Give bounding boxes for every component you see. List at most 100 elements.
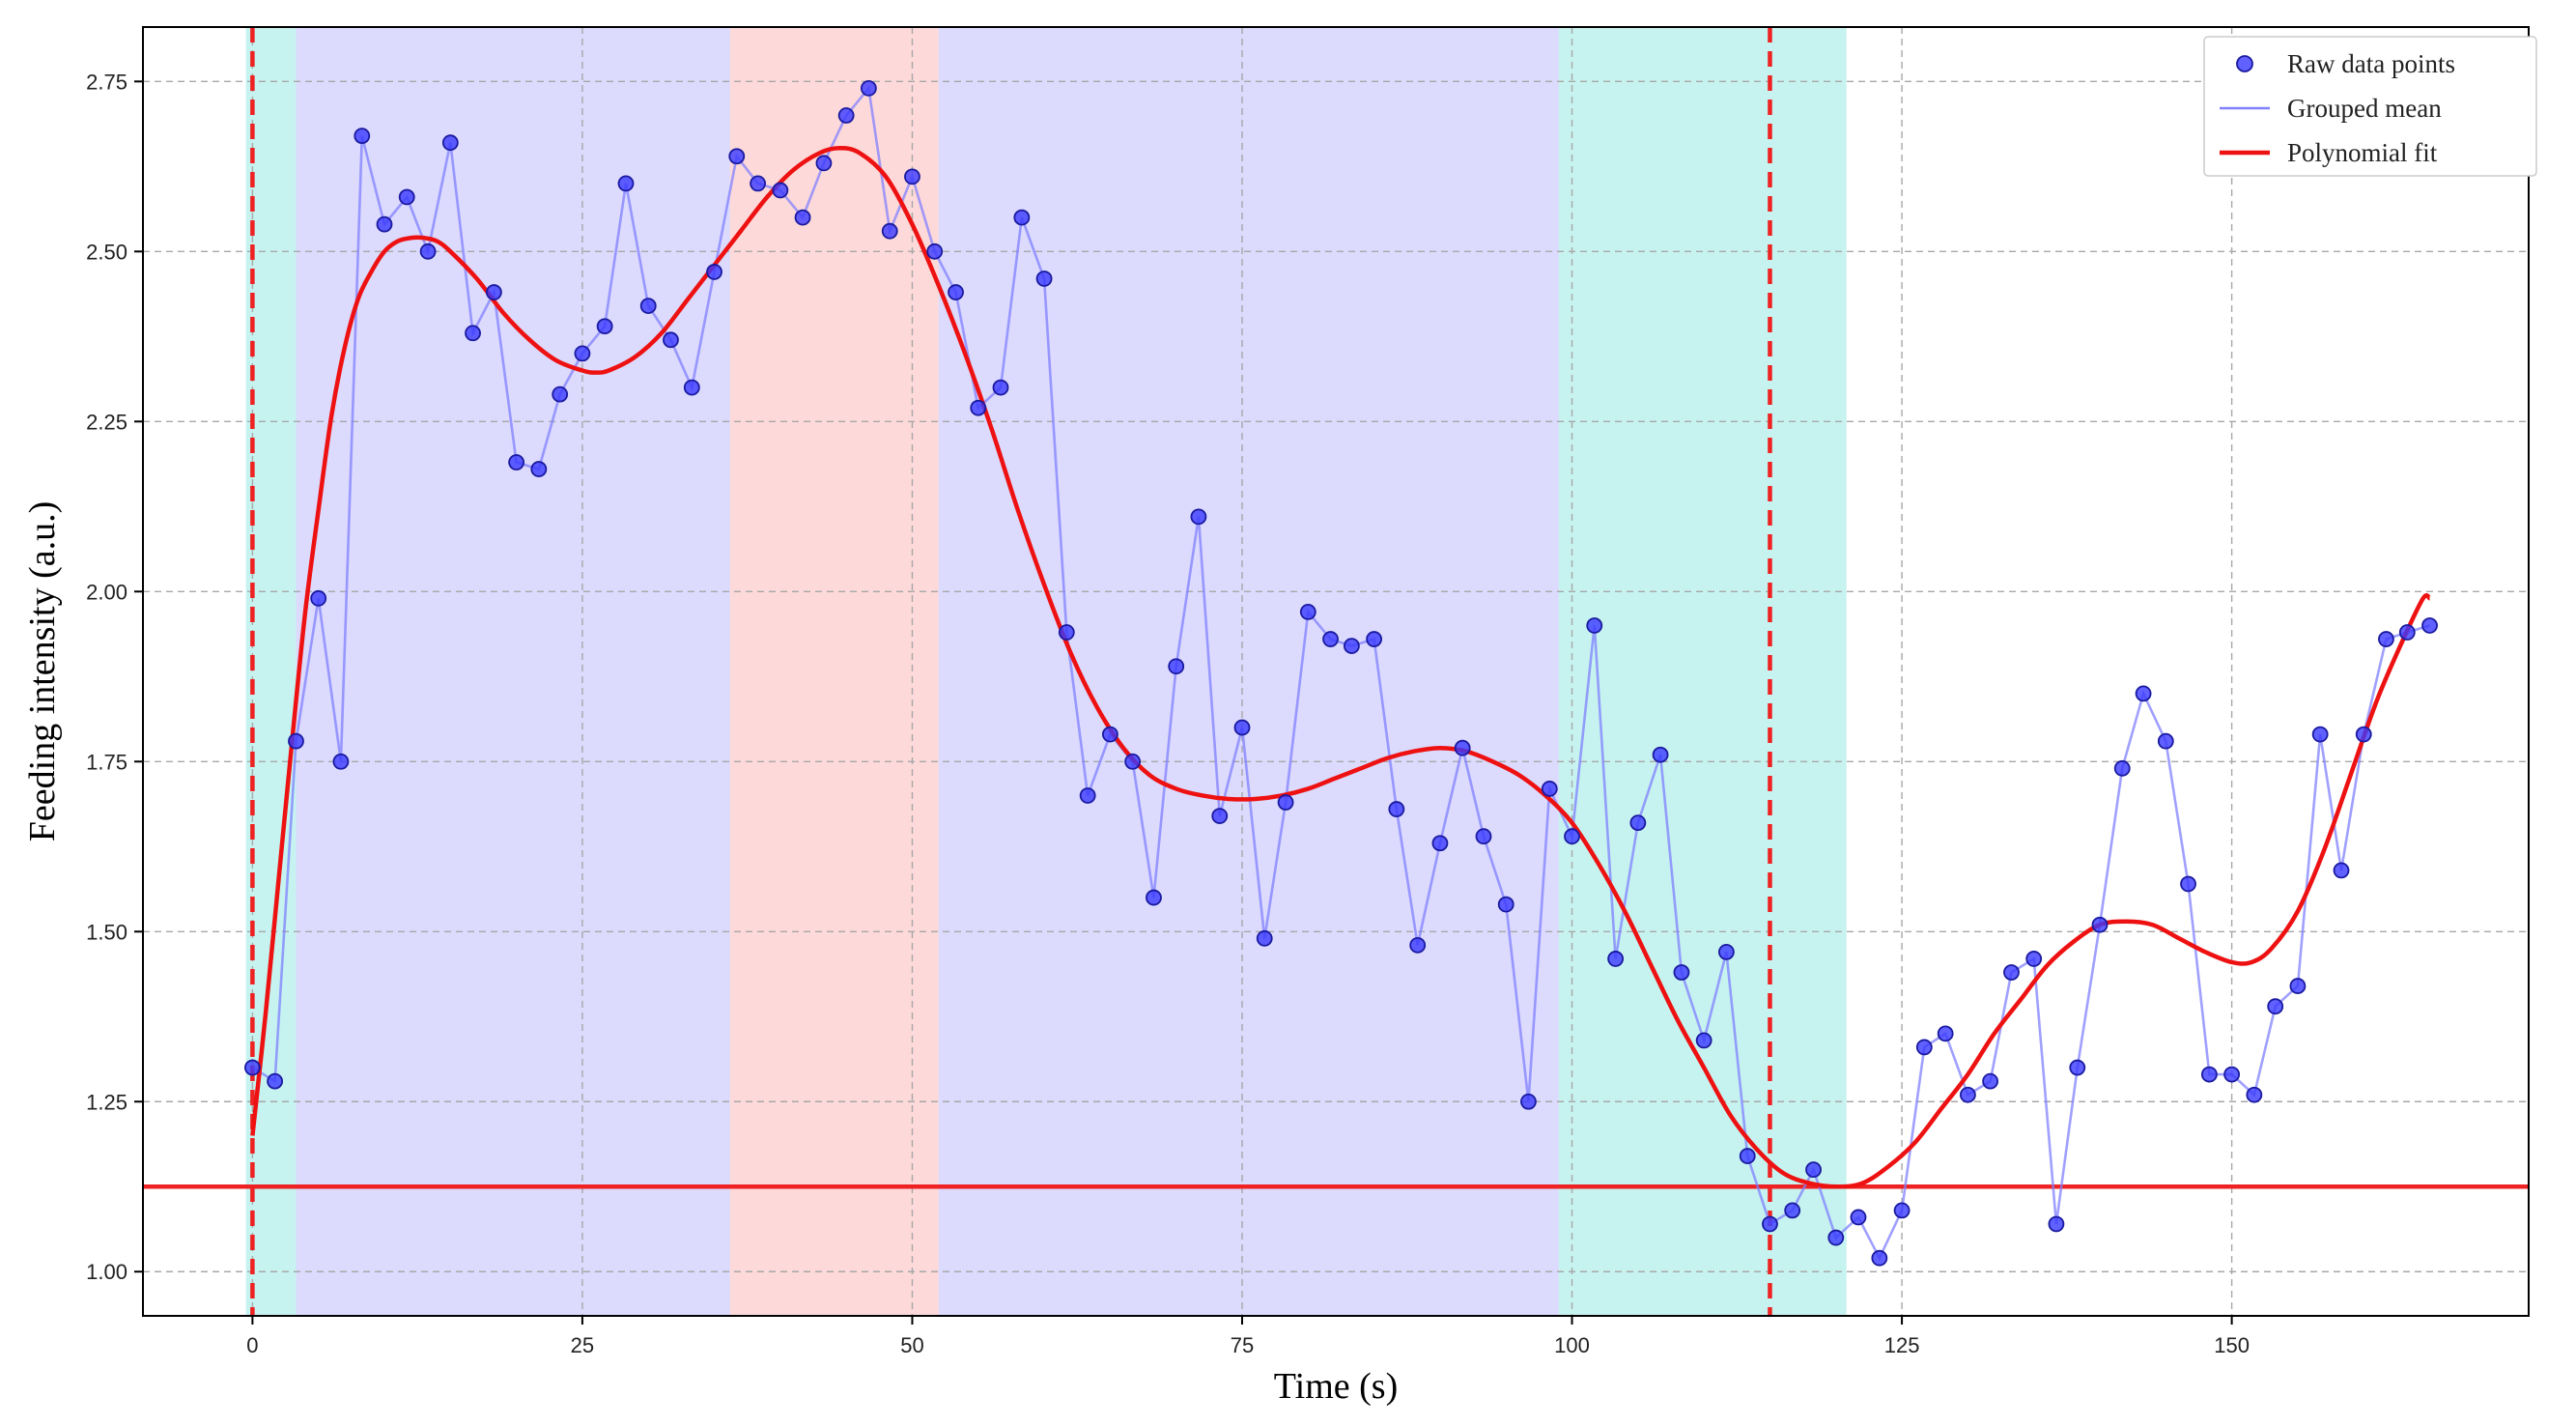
data-point xyxy=(663,331,679,349)
data-point xyxy=(728,148,746,165)
data-point xyxy=(1409,936,1427,954)
data-point xyxy=(2289,978,2307,994)
grouped-mean-line xyxy=(251,85,2430,1262)
data-point xyxy=(376,215,393,233)
data-point xyxy=(970,399,987,416)
data-point xyxy=(1497,896,1514,913)
data-point xyxy=(1013,209,1031,226)
data-point xyxy=(1827,1229,1845,1246)
data-point xyxy=(1124,753,1142,770)
x-tick-label: 50 xyxy=(900,1333,923,1357)
data-point xyxy=(596,318,613,335)
data-point xyxy=(815,155,833,172)
x-tick-label: 25 xyxy=(571,1333,594,1357)
data-point xyxy=(2378,631,2394,647)
data-point xyxy=(837,107,855,124)
data-point xyxy=(1079,787,1096,804)
data-point xyxy=(1541,781,1558,797)
data-point xyxy=(465,325,481,342)
y-tick-label: 1.00 xyxy=(86,1260,127,1284)
polynomial-fit-series xyxy=(250,146,2431,1189)
data-point xyxy=(2025,951,2043,967)
data-point xyxy=(2246,1086,2263,1103)
axes xyxy=(142,26,2530,1317)
data-point xyxy=(2200,1066,2218,1083)
data-point xyxy=(2333,862,2350,879)
data-point xyxy=(1805,1161,1822,1179)
data-point xyxy=(354,128,371,145)
plot-frame xyxy=(142,26,2530,1317)
y-axis-label: Feeding intensity (a.u.) xyxy=(22,501,63,841)
data-point xyxy=(1322,631,1339,647)
data-point xyxy=(1520,1093,1537,1110)
data-point xyxy=(2048,1215,2065,1233)
y-tick-label: 1.50 xyxy=(86,920,127,944)
data-point xyxy=(992,379,1009,396)
data-point xyxy=(1388,801,1405,817)
data-point xyxy=(1233,719,1251,736)
data-point xyxy=(1673,964,1690,981)
data-point xyxy=(1475,828,1492,845)
x-tick-label: 125 xyxy=(1884,1333,1920,1357)
data-point xyxy=(243,1059,261,1076)
data-point xyxy=(860,79,877,97)
data-point xyxy=(2135,685,2152,702)
x-axis-label: Time (s) xyxy=(1274,1366,1398,1407)
reference-lines xyxy=(143,27,2529,1316)
legend-label-raw: Raw data points xyxy=(2287,49,2455,78)
y-tick-label: 1.75 xyxy=(86,750,127,774)
y-tick-label: 2.00 xyxy=(86,580,127,604)
shaded-region-2 xyxy=(729,27,939,1316)
legend-marker-raw xyxy=(2236,55,2253,72)
data-point xyxy=(1168,658,1185,675)
data-point xyxy=(1058,624,1075,641)
data-point xyxy=(2003,964,2020,981)
data-point xyxy=(2113,759,2131,777)
legend-label-fit: Polynomial fit xyxy=(2287,138,2438,167)
data-point xyxy=(332,753,350,770)
legend-label-mean: Grouped mean xyxy=(2287,94,2442,123)
data-point xyxy=(1695,1032,1713,1049)
data-point xyxy=(508,454,525,471)
data-point xyxy=(1982,1072,1999,1090)
data-point xyxy=(574,345,591,362)
data-point xyxy=(1299,604,1316,620)
data-point xyxy=(2223,1066,2241,1083)
x-tick-label: 0 xyxy=(246,1333,258,1357)
y-tick-label: 2.75 xyxy=(86,70,127,94)
x-tick-label: 75 xyxy=(1231,1333,1254,1357)
data-point xyxy=(2180,875,2196,893)
data-point xyxy=(288,732,304,750)
polynomial-fit-line xyxy=(250,146,2431,1189)
data-point xyxy=(1586,617,1603,634)
data-point xyxy=(2421,617,2438,634)
data-point xyxy=(1652,746,1669,763)
data-point xyxy=(772,182,789,199)
y-tick-label: 2.50 xyxy=(86,240,127,264)
grouped-mean-series xyxy=(251,85,2430,1262)
data-point xyxy=(1256,929,1273,947)
data-point xyxy=(267,1072,284,1090)
data-point xyxy=(1629,814,1647,832)
y-tick-label: 1.25 xyxy=(86,1090,127,1114)
data-point xyxy=(2091,916,2109,933)
data-point xyxy=(1366,631,1383,647)
data-point xyxy=(1784,1202,1801,1219)
y-ticks: 1.00 1.25 1.50 1.75 2.00 2.25 2.50 2.75 xyxy=(86,70,143,1284)
data-point xyxy=(1431,835,1449,852)
data-point xyxy=(1893,1202,1911,1219)
data-point xyxy=(1871,1249,1888,1267)
x-tick-label: 100 xyxy=(1554,1333,1590,1357)
data-point xyxy=(1146,889,1162,906)
data-point xyxy=(2398,624,2416,641)
data-point xyxy=(1343,638,1360,655)
raw-data-series xyxy=(243,79,2438,1267)
data-point xyxy=(2355,726,2372,743)
data-point xyxy=(485,284,502,300)
x-ticks: 0 25 50 75 100 125 150 xyxy=(246,1316,2250,1357)
data-point xyxy=(706,264,722,280)
data-point xyxy=(530,461,548,477)
data-point xyxy=(2267,998,2284,1015)
